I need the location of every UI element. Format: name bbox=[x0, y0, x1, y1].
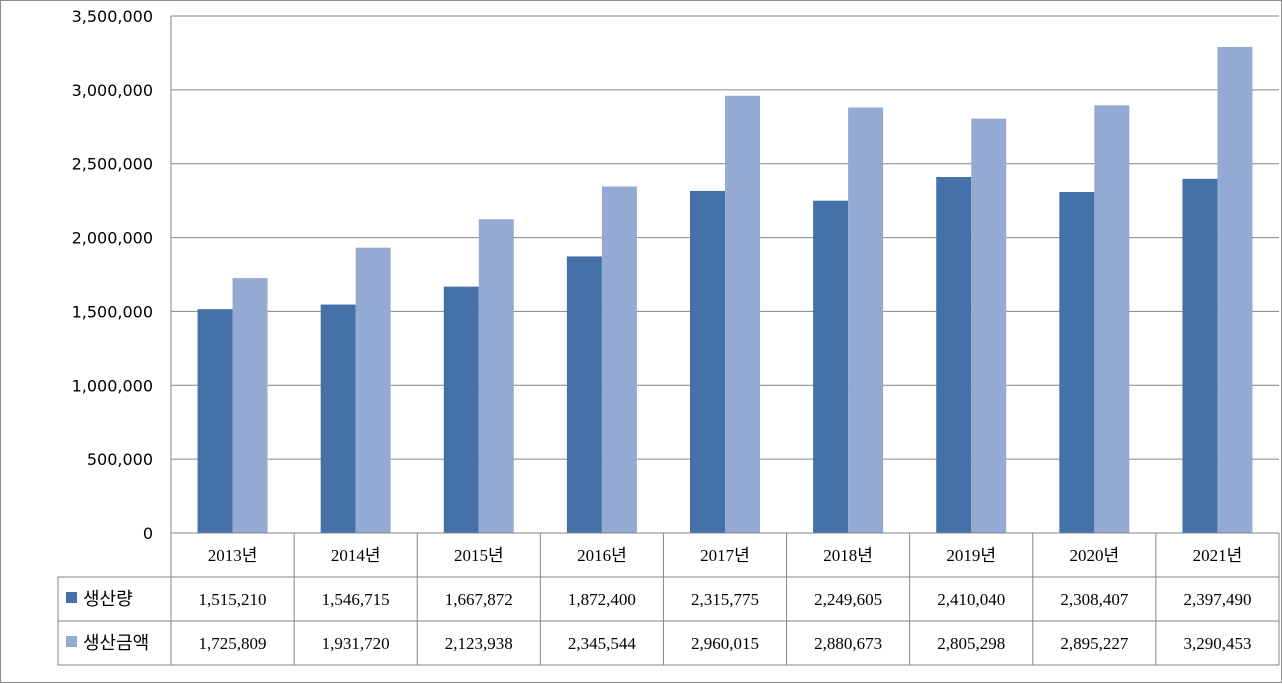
x-tick-label: 2019년 bbox=[946, 546, 996, 565]
data-label: 2,410,040 bbox=[937, 590, 1005, 609]
data-label: 1,515,210 bbox=[199, 590, 267, 609]
y-tick-label: 500,000 bbox=[87, 450, 153, 469]
data-label: 1,546,715 bbox=[322, 590, 390, 609]
bar-series1 bbox=[1059, 192, 1095, 533]
bar-series1 bbox=[443, 286, 479, 533]
y-tick-label: 1,000,000 bbox=[72, 376, 153, 395]
data-label: 1,872,400 bbox=[568, 590, 636, 609]
data-label: 2,960,015 bbox=[691, 634, 759, 653]
data-label: 2,805,298 bbox=[937, 634, 1005, 653]
bar-series2 bbox=[601, 186, 637, 533]
bar-series2 bbox=[478, 219, 514, 533]
data-label: 2,880,673 bbox=[814, 634, 882, 653]
y-tick-label: 3,500,000 bbox=[72, 7, 153, 26]
data-label: 2,315,775 bbox=[691, 590, 759, 609]
bar-series1 bbox=[936, 177, 972, 533]
bar-series2 bbox=[848, 107, 884, 533]
y-tick-label: 2,500,000 bbox=[72, 155, 153, 174]
bar-series2 bbox=[1094, 105, 1130, 533]
x-tick-label: 2015년 bbox=[454, 546, 504, 565]
legend-label: 생산금액 bbox=[83, 633, 149, 654]
data-label: 1,931,720 bbox=[322, 634, 390, 653]
bar-series2 bbox=[1217, 46, 1253, 533]
bar-series2 bbox=[971, 118, 1007, 534]
data-label: 2,123,938 bbox=[445, 634, 513, 653]
bar-series1 bbox=[197, 309, 233, 533]
bar-series2 bbox=[232, 278, 268, 533]
legend-swatch bbox=[66, 592, 77, 603]
legend-swatch bbox=[66, 636, 77, 647]
x-tick-label: 2018년 bbox=[823, 546, 873, 565]
data-label: 1,667,872 bbox=[445, 590, 513, 609]
bar-series1 bbox=[690, 190, 725, 534]
data-label: 2,249,605 bbox=[814, 590, 882, 609]
x-tick-label: 2014년 bbox=[331, 546, 381, 565]
data-label: 2,345,544 bbox=[568, 634, 637, 653]
y-tick-label: 0 bbox=[143, 524, 153, 543]
x-tick-label: 2021년 bbox=[1193, 546, 1243, 565]
x-tick-label: 2020년 bbox=[1070, 546, 1120, 565]
data-label: 2,308,407 bbox=[1060, 590, 1129, 609]
x-tick-label: 2013년 bbox=[208, 546, 258, 565]
data-label: 1,725,809 bbox=[199, 634, 267, 653]
legend-label: 생산량 bbox=[83, 589, 133, 610]
bar-series1 bbox=[320, 304, 356, 533]
bar-series1 bbox=[813, 200, 849, 533]
bar-series1 bbox=[1182, 178, 1218, 533]
bar-series2 bbox=[725, 95, 760, 534]
x-tick-label: 2016년 bbox=[577, 546, 627, 565]
y-tick-label: 2,000,000 bbox=[72, 229, 153, 248]
data-label: 2,895,227 bbox=[1060, 634, 1129, 653]
y-tick-label: 1,500,000 bbox=[72, 302, 153, 321]
bar-series1 bbox=[566, 256, 602, 533]
y-tick-label: 3,000,000 bbox=[72, 81, 153, 100]
data-label: 2,397,490 bbox=[1183, 590, 1251, 609]
data-label: 3,290,453 bbox=[1183, 634, 1251, 653]
bar-series2 bbox=[355, 247, 391, 534]
x-tick-label: 2017년 bbox=[700, 546, 750, 565]
